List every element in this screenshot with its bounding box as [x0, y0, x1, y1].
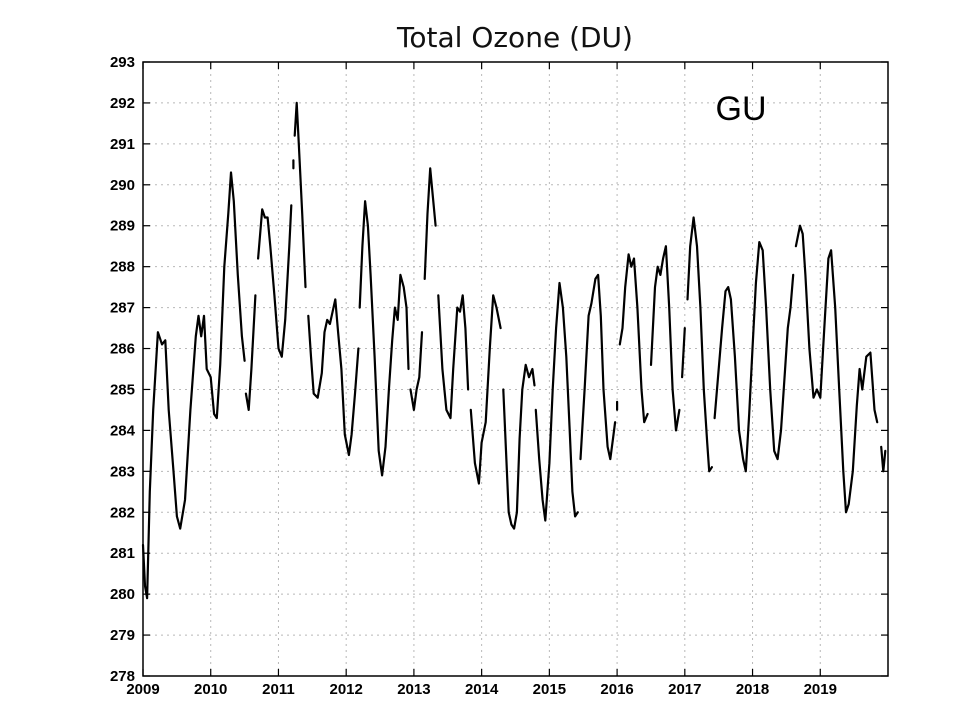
x-tick-label: 2017 — [668, 681, 701, 698]
ozone-series-segment — [713, 241, 795, 473]
y-tick-label: 289 — [110, 218, 135, 235]
chart-title: Total Ozone (DU) — [396, 21, 633, 54]
ozone-series-segment — [423, 167, 437, 280]
x-tick-label: 2009 — [126, 681, 159, 698]
ozone-series-segment — [502, 363, 536, 530]
x-tick-label: 2016 — [600, 681, 633, 698]
ozone-series-segment — [358, 200, 410, 477]
ozone-series-segment — [409, 331, 424, 411]
y-tick-label: 285 — [110, 381, 135, 398]
y-tick-label: 278 — [110, 668, 135, 685]
ozone-series-segment — [437, 294, 470, 420]
axis-ticks — [142, 61, 888, 677]
y-tick-label: 288 — [110, 259, 135, 276]
y-tick-label: 293 — [110, 54, 135, 71]
y-tick-label: 282 — [110, 504, 135, 521]
y-tick-label: 290 — [110, 177, 135, 194]
ozone-series-segment — [534, 281, 579, 522]
plot-frame — [142, 61, 889, 677]
y-axis-tick-labels: 278 279 280 281 282 283 284 285 286 287 288 289 290 2… — [110, 54, 136, 685]
x-tick-label: 2011 — [262, 681, 295, 698]
x-tick-label: 2012 — [329, 681, 362, 698]
x-tick-label: 2010 — [194, 681, 227, 698]
ozone-series-segment — [880, 445, 887, 473]
station-annotation: GU — [716, 90, 767, 128]
ozone-series-segment — [686, 216, 713, 473]
series-lines — [141, 101, 887, 600]
ozone-series-segment — [141, 171, 246, 600]
x-axis-tick-labels: 2009 2010 2011 2012 2013 2014 2015 2016 2017 2018… — [126, 681, 837, 698]
ozone-series-segment — [244, 294, 257, 411]
ozone-series-segment — [579, 273, 617, 461]
y-tick-label: 280 — [110, 586, 135, 603]
y-tick-label: 292 — [110, 95, 135, 112]
y-tick-label: 279 — [110, 627, 135, 644]
ozone-series-segment — [307, 298, 360, 457]
x-tick-label: 2015 — [533, 681, 566, 698]
x-tick-label: 2018 — [736, 681, 769, 698]
x-tick-label: 2019 — [804, 681, 837, 698]
ozone-series-segment — [794, 224, 879, 514]
x-tick-label: 2013 — [397, 681, 430, 698]
x-tick-label: 2014 — [465, 681, 499, 698]
ozone-series-segment — [681, 327, 686, 379]
ozone-series-segment — [618, 253, 649, 424]
y-tick-label: 281 — [110, 545, 135, 562]
y-tick-label: 286 — [110, 341, 135, 358]
ozone-series-segment — [469, 294, 502, 485]
y-tick-label: 291 — [110, 136, 135, 153]
y-tick-label: 287 — [110, 300, 135, 317]
ozone-series-segment — [293, 101, 307, 289]
ozone-series-segment — [649, 245, 681, 432]
grid-lines — [143, 62, 888, 676]
y-tick-label: 283 — [110, 463, 135, 480]
ozone-series-segment — [257, 204, 293, 358]
y-tick-label: 284 — [110, 422, 136, 439]
